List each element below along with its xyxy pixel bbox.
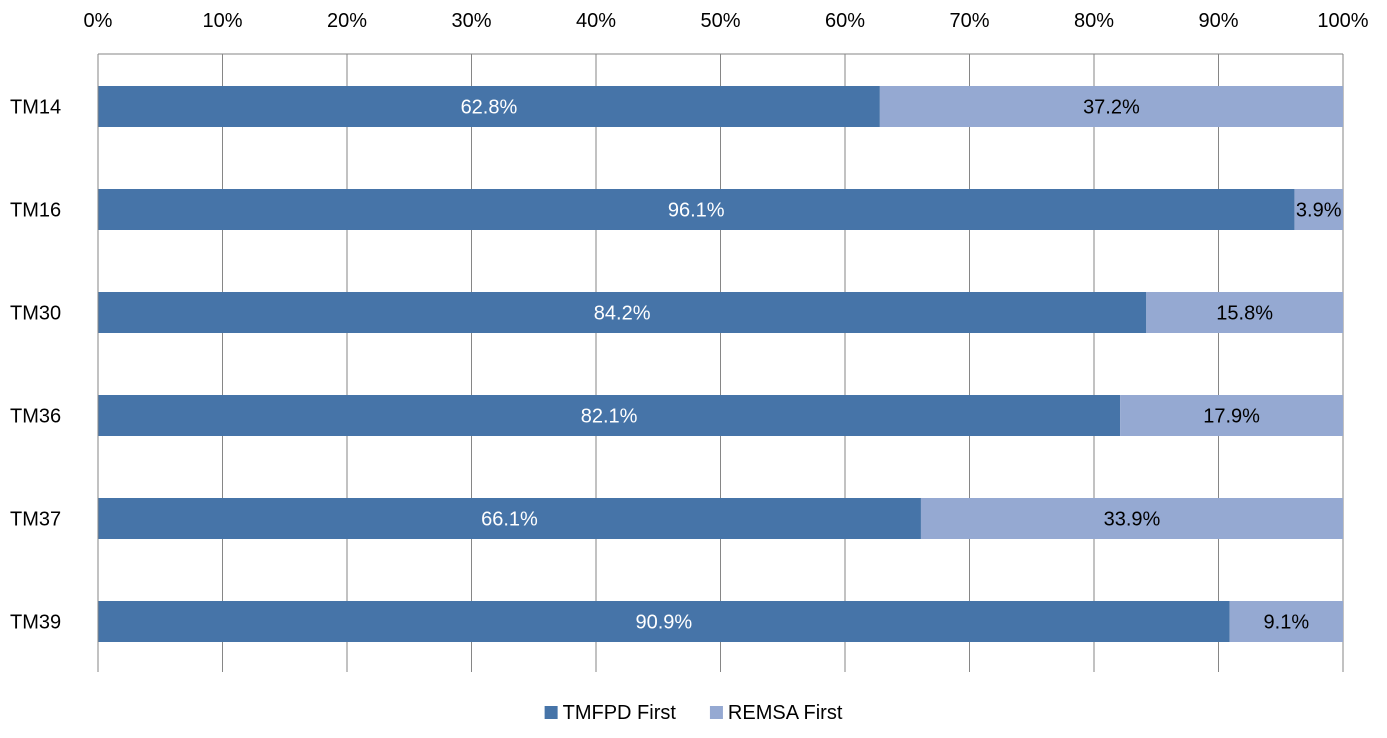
bar-segment-tmfpd-first: [98, 189, 1295, 230]
legend-item-remsa-first: REMSA First: [709, 702, 843, 724]
category-label: TM39: [10, 612, 61, 634]
x-tick-label: 70%: [949, 10, 989, 32]
axis-layer: 0% 10% 20% 30% 40% 50% 60% 70% 80% 90% 100% TM14 TM1…: [10, 10, 1369, 672]
data-label: 82.1%: [581, 406, 638, 428]
label-layer: 62.8% 37.2% 96.1% 3.9% 84.2% 15.8% 82.1% 17.9% 6…: [461, 97, 1342, 634]
bar-segment-tmfpd-first: [98, 86, 880, 127]
data-label: 3.9%: [1296, 200, 1342, 222]
bar-segment-tmfpd-first: [98, 498, 921, 539]
x-tick-label: 30%: [451, 10, 491, 32]
x-tick-label: 20%: [327, 10, 367, 32]
legend-item-tmfpd-first: TMFPD First: [544, 702, 677, 724]
x-tick-label: 80%: [1074, 10, 1114, 32]
bar-segment-remsa-first: [879, 86, 1343, 127]
legend-label: REMSA First: [728, 702, 843, 724]
category-label: TM37: [10, 509, 61, 531]
x-tick-label: 0%: [84, 10, 113, 32]
bar-layer: [98, 86, 1343, 642]
data-label: 96.1%: [668, 200, 725, 222]
x-tick-label: 10%: [202, 10, 242, 32]
data-label: 90.9%: [635, 612, 692, 634]
legend-label: TMFPD First: [563, 702, 677, 724]
category-label: TM16: [10, 200, 61, 222]
legend-swatch: [709, 706, 723, 719]
data-label: 15.8%: [1216, 303, 1273, 325]
data-label: 37.2%: [1083, 97, 1140, 119]
bar-segment-remsa-first: [1229, 601, 1343, 642]
x-tick-label: 60%: [825, 10, 865, 32]
data-label: 62.8%: [461, 97, 518, 119]
bar-segment-remsa-first: [1146, 292, 1343, 333]
data-label: 17.9%: [1203, 406, 1260, 428]
data-label: 66.1%: [481, 509, 538, 531]
bar-segment-tmfpd-first: [98, 395, 1121, 436]
x-tick-label: 100%: [1317, 10, 1368, 32]
bar-segment-remsa-first: [1294, 189, 1343, 230]
x-tick-label: 50%: [700, 10, 740, 32]
bar-segment-tmfpd-first: [98, 601, 1230, 642]
legend: TMFPD First REMSA First: [544, 702, 843, 724]
category-label: TM14: [10, 97, 61, 119]
category-label: TM36: [10, 406, 61, 428]
x-tick-label: 40%: [576, 10, 616, 32]
bar-segment-remsa-first: [1120, 395, 1343, 436]
category-label: TM30: [10, 303, 61, 325]
data-label: 84.2%: [594, 303, 651, 325]
legend-swatch: [544, 706, 558, 719]
grid-layer: [97, 54, 1344, 672]
data-label: 9.1%: [1264, 612, 1310, 634]
bar-segment-tmfpd-first: [98, 292, 1147, 333]
x-tick-label: 90%: [1198, 10, 1238, 32]
data-label: 33.9%: [1104, 509, 1161, 531]
bar-segment-remsa-first: [920, 498, 1343, 539]
